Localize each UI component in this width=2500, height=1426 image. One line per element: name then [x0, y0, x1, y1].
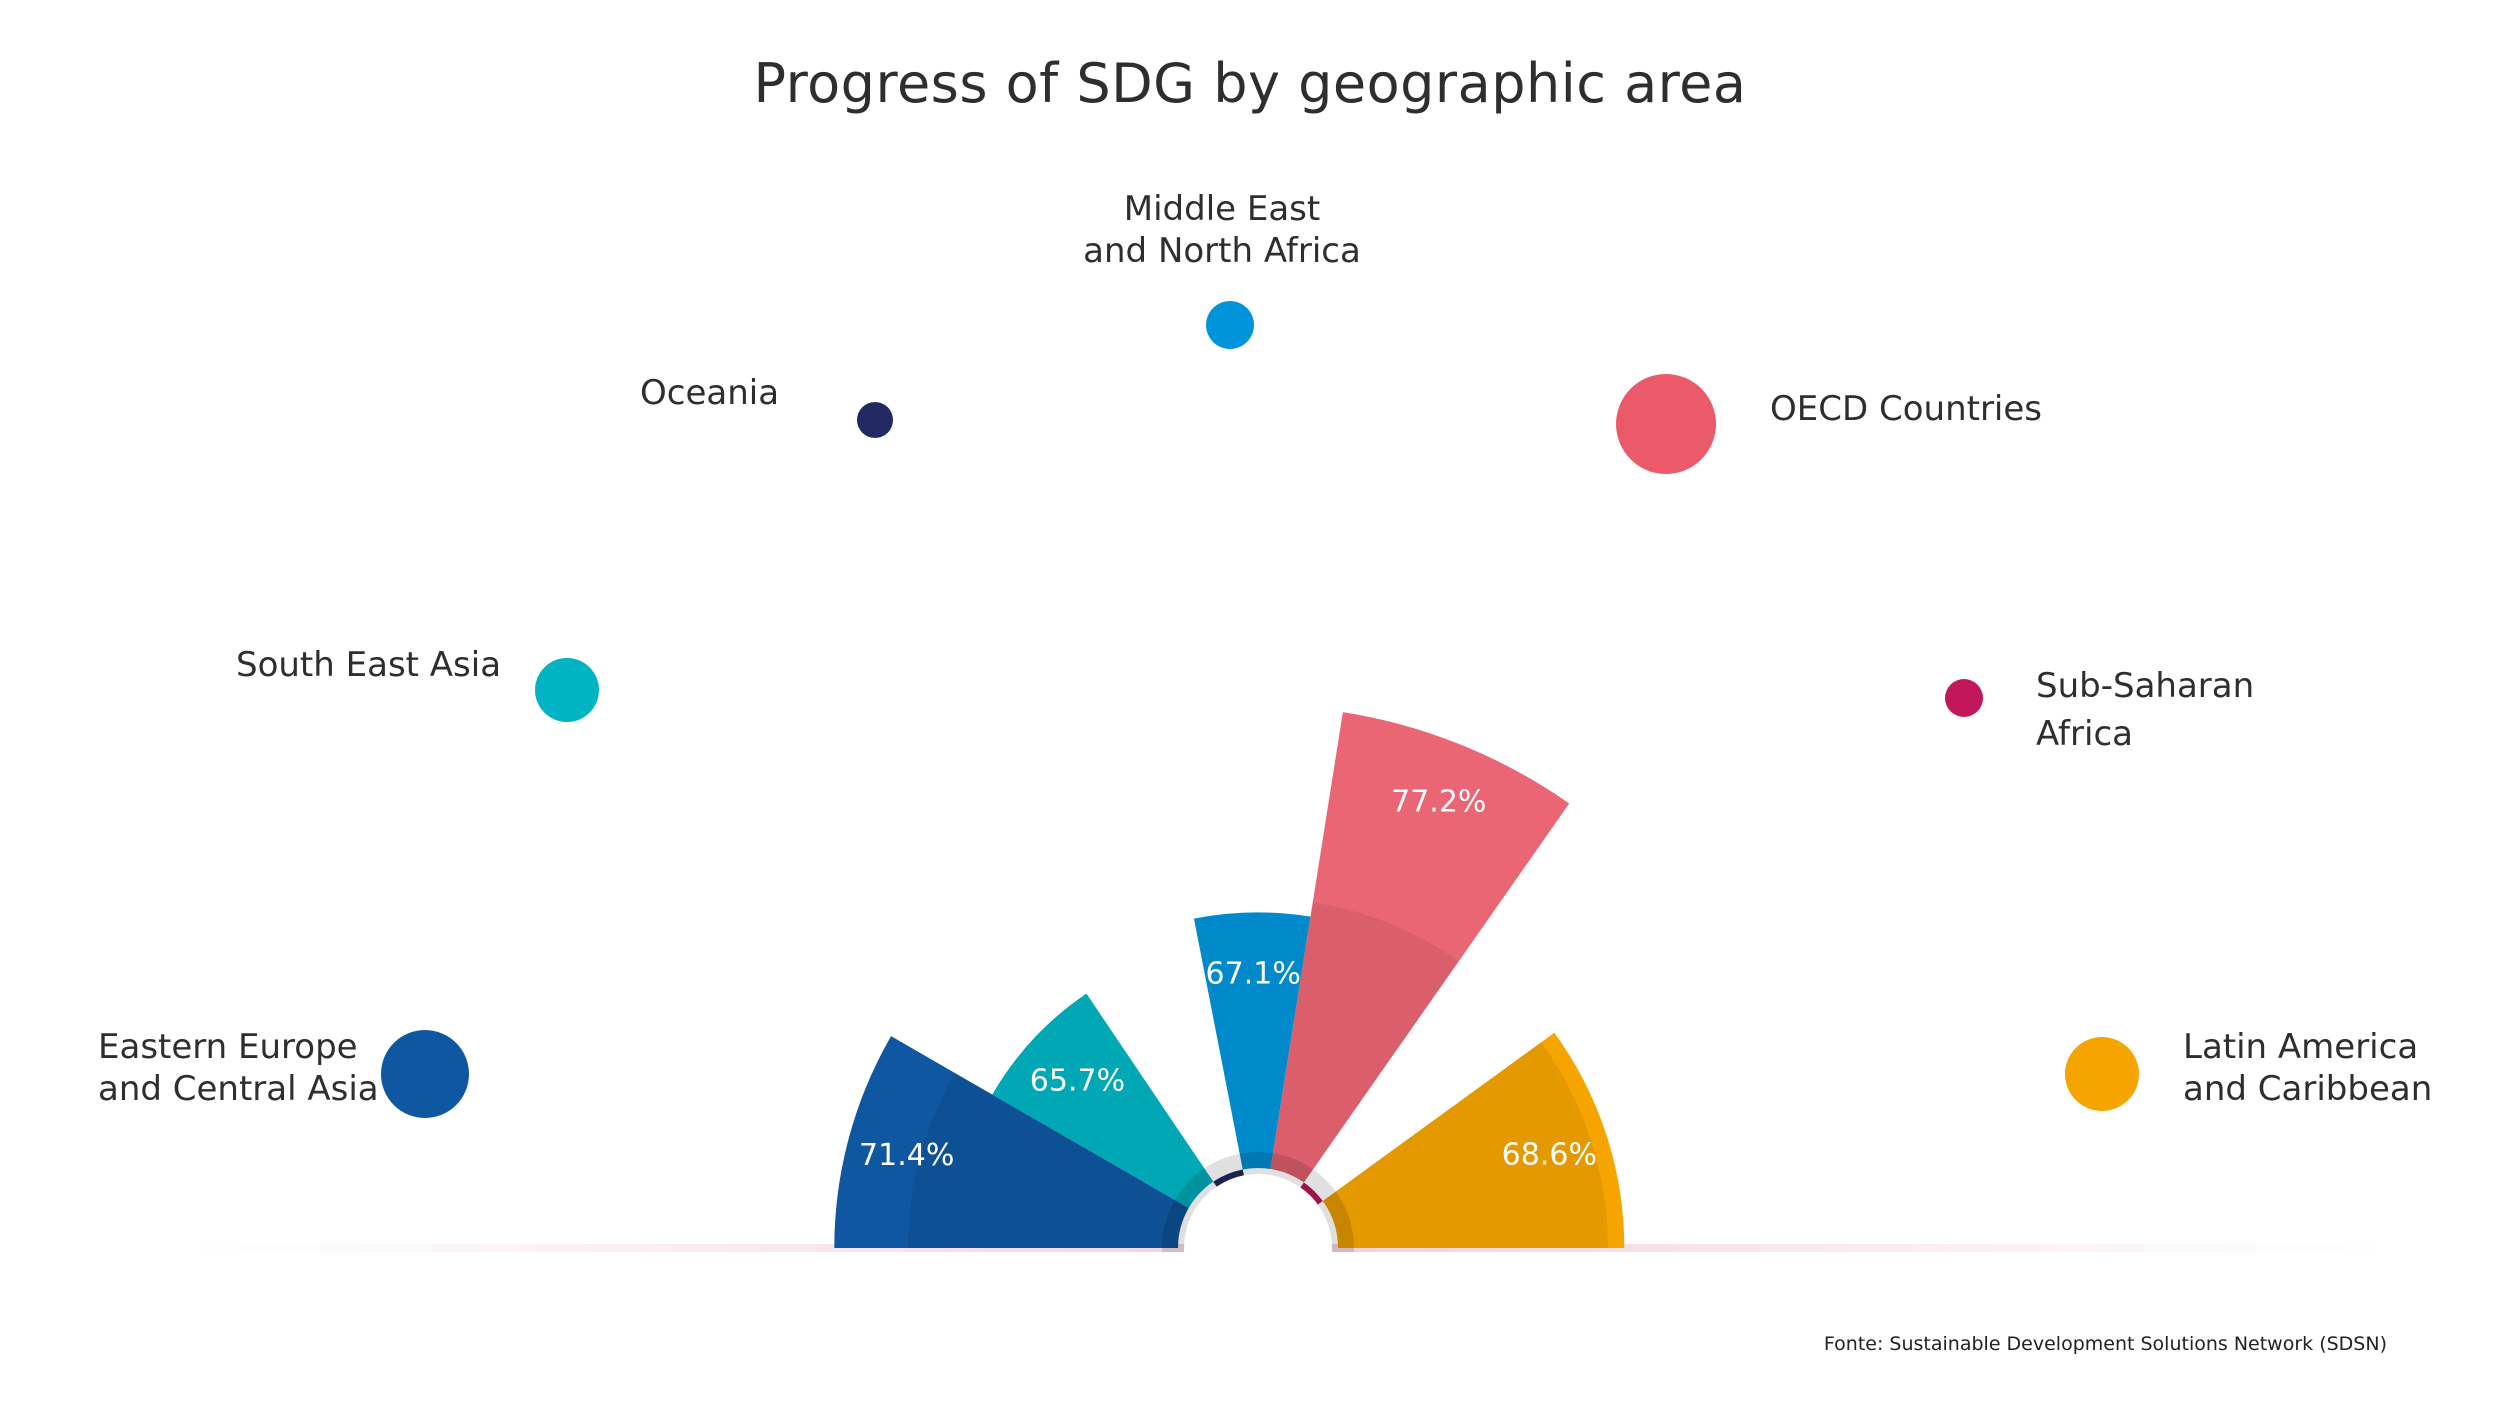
legend-label-line: Oceania — [640, 373, 780, 413]
legend-label-line: Latin America — [2183, 1027, 2419, 1067]
bottom-mask — [900, 1252, 1700, 1372]
legend-marker — [2065, 1037, 2139, 1111]
source-note: Fonte: Sustainable Development Solutions… — [1823, 1333, 2387, 1355]
legend-marker — [1206, 301, 1254, 349]
value-label: 68.6% — [1502, 1137, 1597, 1172]
legend-label-line: Sub-Saharan — [2036, 666, 2255, 706]
legend-label-sub-saharan: Sub-Saharan Africa — [2036, 662, 2254, 758]
bar-oecd-countries — [1270, 712, 1570, 1183]
legend-label-line: Middle East — [1123, 189, 1321, 229]
value-label: 65.7% — [1030, 1064, 1125, 1099]
legend-label-south-east-asia: South East Asia — [236, 644, 501, 686]
value-label: 67.1% — [1206, 956, 1301, 991]
bar-shade — [992, 993, 1214, 1208]
bar-shade — [1270, 902, 1459, 1183]
bar-eastern-europe-and-central-asia — [834, 1036, 1189, 1248]
legend-label-line: and Central Asia — [98, 1069, 379, 1109]
bar-middle-east-and-north-africa — [1193, 912, 1311, 1170]
value-label: 77.2% — [1391, 785, 1486, 820]
legend-label-line: Eastern Europe — [98, 1027, 358, 1067]
bar-south-east-asia — [992, 993, 1214, 1208]
bar-sector — [1270, 712, 1570, 1183]
bar-sector — [1322, 1032, 1625, 1248]
legend-label-middle-east: Middle East and North Africa — [1072, 188, 1372, 272]
legend-label-eastern-europe: Eastern Europe and Central Asia — [98, 1026, 379, 1110]
legend-label-line: OECD Countries — [1770, 389, 2042, 429]
bar-shade — [1193, 912, 1311, 1170]
legend-label-line: South East Asia — [236, 645, 502, 685]
legend-marker — [1616, 374, 1716, 474]
legend-label-oceania: Oceania — [640, 372, 779, 414]
bar-latin-america-and-caribbean — [1322, 1032, 1625, 1248]
legend-marker — [381, 1030, 469, 1118]
bar-sector — [834, 1036, 1189, 1248]
bar-shade — [1322, 1042, 1608, 1248]
chart-title: Progress of SDG by geographic area — [753, 52, 1747, 115]
legend-marker — [857, 402, 893, 438]
legend-marker — [1945, 679, 1983, 717]
legend-label-line: and North Africa — [1083, 231, 1361, 271]
legend-label-latin-america: Latin America and Caribbean — [2183, 1026, 2432, 1110]
legend-label-line: and Caribbean — [2183, 1069, 2433, 1109]
bar-shade — [908, 1073, 1189, 1248]
value-label: 71.4% — [859, 1138, 954, 1173]
legend-label-oecd: OECD Countries — [1770, 388, 2042, 430]
legend-marker — [535, 658, 599, 722]
legend-label-line: Africa — [2036, 714, 2133, 754]
bar-sector — [1193, 912, 1311, 1170]
bar-sector — [992, 993, 1214, 1208]
